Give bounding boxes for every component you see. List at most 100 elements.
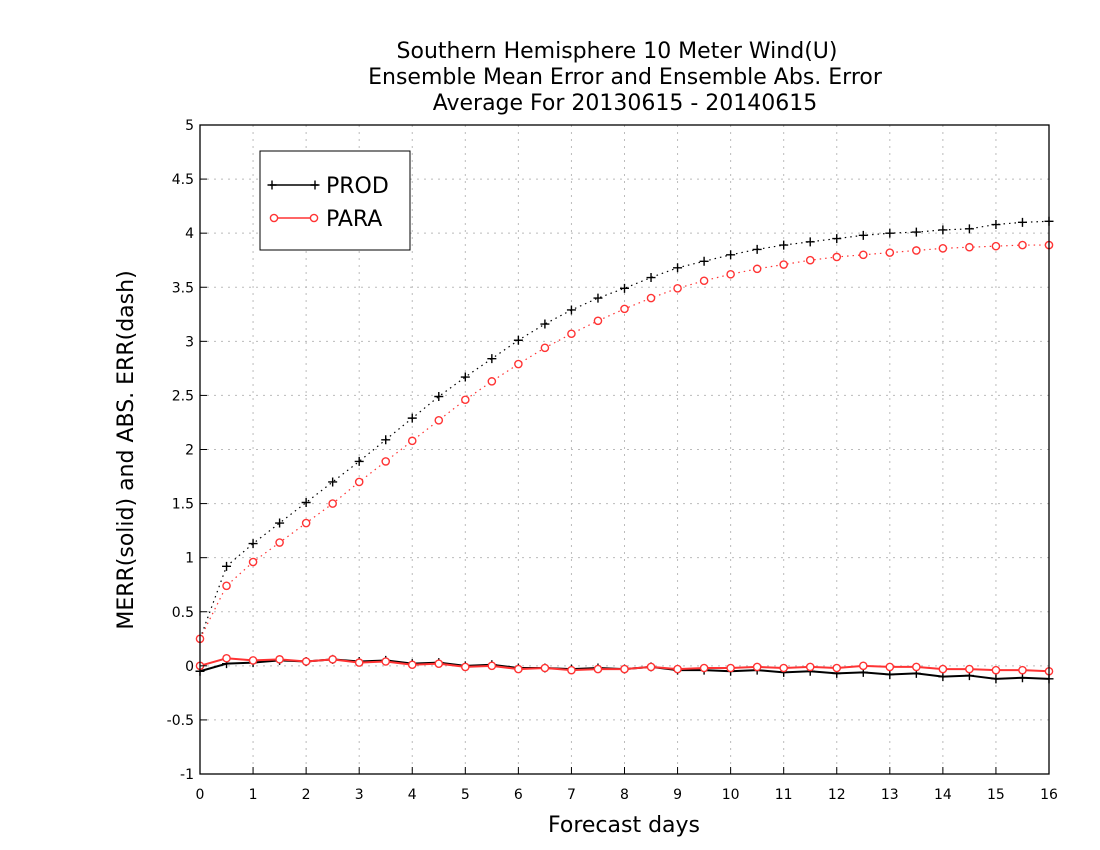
chart-title: Southern Hemisphere 10 Meter Wind(U) Ens… bbox=[368, 39, 883, 116]
legend-prod-marker-right bbox=[310, 180, 320, 190]
abs-err-point-prod-3 bbox=[275, 518, 285, 528]
y-axis-label: MERR(solid) and ABS. ERR(dash) bbox=[114, 270, 139, 629]
abs-err-point-para-16 bbox=[620, 304, 629, 314]
abs-err-point-para-30 bbox=[991, 241, 1001, 251]
abs-err-point-prod-19 bbox=[699, 256, 709, 266]
y-tick-label-1: -0.5 bbox=[167, 713, 194, 729]
abs-err-point-prod-28 bbox=[938, 225, 948, 235]
abs-err-point-prod-4 bbox=[301, 498, 311, 508]
abs-err-point-para-17 bbox=[646, 293, 656, 303]
abs-err-point-para-9 bbox=[434, 415, 444, 425]
x-tick-label-5: 5 bbox=[461, 787, 470, 803]
merr-point-para-19 bbox=[699, 663, 709, 673]
abs-err-point-prod-26 bbox=[885, 228, 895, 238]
merr-point-prod-26 bbox=[885, 669, 895, 679]
merr-point-para-22 bbox=[779, 663, 788, 673]
y-tick-label-4: 1 bbox=[185, 551, 194, 567]
y-tick-label-10: 4 bbox=[185, 226, 194, 242]
abs-err-point-para-13 bbox=[540, 343, 550, 353]
merr-point-para-26 bbox=[885, 662, 895, 672]
merr-point-para-8 bbox=[407, 660, 417, 670]
abs-err-point-para-15 bbox=[593, 316, 603, 326]
abs-err-point-prod-2 bbox=[248, 539, 258, 549]
legend: PROD PARA bbox=[259, 150, 411, 251]
merr-point-prod-31 bbox=[1017, 673, 1027, 683]
merr-point-para-15 bbox=[593, 664, 603, 674]
x-tick-label-16: 16 bbox=[1040, 787, 1058, 803]
abs-err-point-para-26 bbox=[885, 248, 895, 257]
chart-title-line-2: Ensemble Mean Error and Ensemble Abs. Er… bbox=[368, 65, 883, 90]
merr-point-para-16 bbox=[620, 664, 629, 674]
abs-err-point-prod-21 bbox=[752, 244, 762, 254]
y-tick-label-0: -1 bbox=[180, 767, 194, 783]
abs-err-point-prod-25 bbox=[858, 230, 868, 240]
y-tick-label-3: 0.5 bbox=[172, 605, 194, 621]
abs-err-point-para-4 bbox=[301, 518, 311, 528]
y-axis-ticks: -1 -0.5 0 0.5 1 1.5 2 2.5 3 3.5 4 4.5 5 bbox=[167, 118, 207, 783]
merr-point-prod-28 bbox=[938, 672, 948, 682]
merr-point-para-18 bbox=[673, 664, 682, 674]
abs-err-point-para-24 bbox=[832, 252, 842, 262]
abs-err-point-prod-5 bbox=[328, 477, 338, 487]
chart-title-line-1: Southern Hemisphere 10 Meter Wind(U) bbox=[397, 39, 838, 64]
x-tick-label-14: 14 bbox=[934, 787, 952, 803]
merr-point-para-29 bbox=[965, 664, 974, 674]
abs-err-point-prod-13 bbox=[540, 319, 550, 329]
abs-err-point-prod-20 bbox=[726, 250, 736, 260]
chart-title-line-3: Average For 20130615 - 20140615 bbox=[433, 91, 818, 116]
x-tick-label-9: 9 bbox=[673, 787, 682, 803]
merr-point-para-17 bbox=[646, 662, 656, 672]
abs-err-point-para-14 bbox=[567, 329, 576, 339]
y-tick-label-12: 5 bbox=[185, 118, 194, 134]
merr-point-para-10 bbox=[461, 662, 470, 672]
merr-point-para-31 bbox=[1018, 665, 1027, 675]
abs-err-point-prod-16 bbox=[620, 283, 629, 293]
merr-point-prod-30 bbox=[991, 674, 1001, 684]
x-tick-label-8: 8 bbox=[620, 787, 629, 803]
y-tick-label-5: 1.5 bbox=[172, 497, 194, 513]
merr-point-para-7 bbox=[381, 657, 391, 666]
abs-err-point-prod-18 bbox=[673, 263, 683, 273]
y-tick-label-6: 2 bbox=[185, 443, 194, 459]
y-tick-label-8: 3 bbox=[185, 334, 194, 350]
merr-point-para-9 bbox=[434, 659, 444, 668]
legend-box bbox=[259, 150, 411, 251]
merr-point-para-3 bbox=[275, 655, 284, 664]
abs-err-point-prod-27 bbox=[911, 227, 921, 237]
merr-point-para-11 bbox=[487, 661, 497, 671]
x-tick-label-12: 12 bbox=[828, 787, 846, 803]
abs-err-point-para-6 bbox=[354, 477, 364, 487]
abs-err-point-para-1 bbox=[222, 581, 231, 591]
merr-point-para-25 bbox=[858, 661, 868, 671]
legend-prod-marker-left bbox=[267, 180, 277, 190]
x-tick-label-2: 2 bbox=[302, 787, 311, 803]
x-tick-label-1: 1 bbox=[249, 787, 258, 803]
series-para bbox=[195, 240, 1054, 676]
x-axis-label: Forecast days bbox=[548, 813, 700, 838]
x-tick-label-4: 4 bbox=[408, 787, 417, 803]
abs-err-point-prod-22 bbox=[779, 240, 789, 250]
x-tick-label-3: 3 bbox=[355, 787, 364, 803]
plot-series bbox=[195, 216, 1054, 684]
abs-err-point-para-28 bbox=[938, 244, 948, 253]
abs-err-point-prod-23 bbox=[805, 237, 815, 247]
abs-err-point-para-29 bbox=[965, 242, 974, 252]
merr-point-para-27 bbox=[912, 662, 921, 672]
legend-para-marker-right bbox=[309, 213, 319, 223]
abs-err-point-para-25 bbox=[858, 250, 868, 260]
abs-err-point-prod-8 bbox=[407, 413, 417, 423]
abs-err-point-prod-12 bbox=[513, 335, 523, 345]
abs-err-point-para-12 bbox=[514, 359, 523, 369]
x-tick-label-7: 7 bbox=[567, 787, 576, 803]
y-tick-label-9: 3.5 bbox=[172, 280, 194, 296]
merr-point-para-5 bbox=[328, 655, 337, 664]
x-tick-label-13: 13 bbox=[881, 787, 899, 803]
legend-para-label: PARA bbox=[326, 207, 382, 232]
abs-err-point-prod-17 bbox=[646, 273, 656, 283]
abs-err-point-para-21 bbox=[752, 264, 762, 274]
abs-err-point-para-22 bbox=[779, 260, 788, 269]
abs-err-point-prod-10 bbox=[460, 372, 470, 382]
abs-err-point-para-18 bbox=[673, 284, 682, 293]
